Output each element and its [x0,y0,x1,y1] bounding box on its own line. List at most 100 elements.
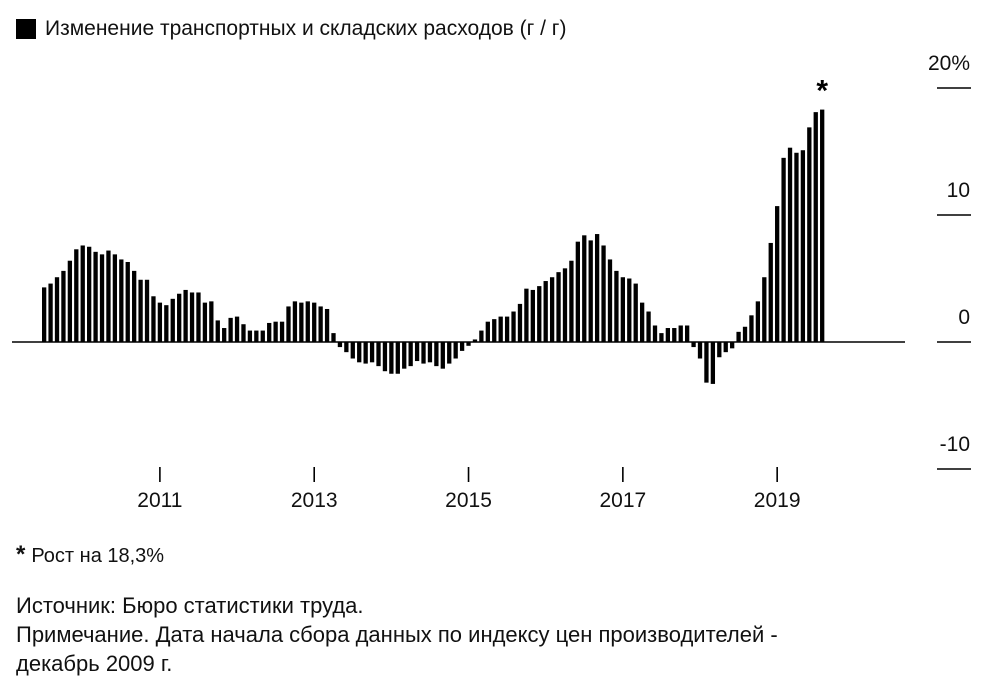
bar [498,316,503,342]
bar [755,301,761,342]
x-tick-label: 2013 [291,489,338,512]
bar [144,279,150,342]
x-tick-label: 2015 [445,489,492,512]
bar [517,303,523,342]
bar [723,342,728,353]
y-axis: 20% 10 0 -10 [928,52,971,470]
bar [652,325,658,342]
bar [530,289,535,342]
bar [54,277,60,342]
bar [234,316,240,342]
bar [183,289,188,342]
bar [369,342,375,363]
bar [305,301,310,342]
bar [414,342,420,362]
bar [646,311,651,342]
bar [164,305,169,342]
bar [273,321,278,342]
bar [344,342,349,353]
chart-footnote: * Рост на 18,3% [16,541,164,570]
bar [408,342,413,367]
bar [794,152,799,342]
bar [80,245,85,342]
bar [768,242,773,342]
bar [324,308,330,342]
bar [447,342,452,364]
bar [87,246,92,342]
bar [672,328,677,342]
x-axis: 2011 2013 2015 2017 2019 [137,467,801,512]
bar [813,112,818,342]
bar [440,342,445,369]
footnote-text: Рост на 18,3% [31,545,165,567]
bar [601,245,606,342]
bar [389,342,394,374]
bar [247,330,253,342]
bar [106,250,111,342]
bar [350,342,355,359]
bar [363,342,368,364]
bar [511,311,516,342]
bar [331,333,336,342]
bar [312,302,317,342]
bar [170,298,175,342]
bar [299,302,304,342]
bar [466,342,471,346]
bar [151,296,156,342]
source-notes: Источник: Бюро статистики труда. Примеча… [16,591,976,678]
bar [222,328,227,342]
bar [781,157,786,342]
bar [260,330,265,342]
bar [569,260,574,342]
bar [639,302,645,342]
bar [119,259,124,342]
bar [267,322,272,342]
y-tick-label: 0 [958,306,970,329]
bar [196,292,201,342]
bar [504,316,510,342]
bar [691,342,696,348]
bar [736,331,741,342]
bar [787,147,793,342]
bar [157,302,163,342]
bar [492,319,497,342]
bar [659,333,664,342]
bar [453,342,458,359]
bar [74,249,79,342]
bar [382,342,388,372]
bar [125,261,130,342]
bar [614,270,619,342]
bar [209,301,214,342]
bar [286,306,291,342]
bar [800,150,806,342]
bar [710,342,716,384]
bar [279,321,285,342]
bar [665,328,671,342]
bar [685,325,690,342]
bar [749,315,754,342]
bar [479,330,484,342]
bar [556,272,561,342]
y-tick-label: 10 [947,179,970,202]
bar [697,342,703,359]
bar [395,342,400,374]
bar [807,127,812,343]
bar [485,321,490,342]
x-tick-label: 2017 [599,489,646,512]
bar [575,241,580,342]
bar [93,251,98,342]
bar [427,342,433,363]
bar [607,259,613,342]
bar [459,342,465,351]
bar [543,281,548,342]
footnote-asterisk: * [16,541,26,568]
bar [228,317,233,342]
bar [762,277,767,342]
bar [704,342,709,383]
chart-legend: Изменение транспортных и складских расхо… [16,16,566,42]
bar [582,235,587,342]
bar [357,342,362,363]
bar [132,270,137,342]
bar-chart: 20% 10 0 -10 * 2011 2013 2015 2017 2019 [12,52,971,512]
bar [138,279,143,342]
